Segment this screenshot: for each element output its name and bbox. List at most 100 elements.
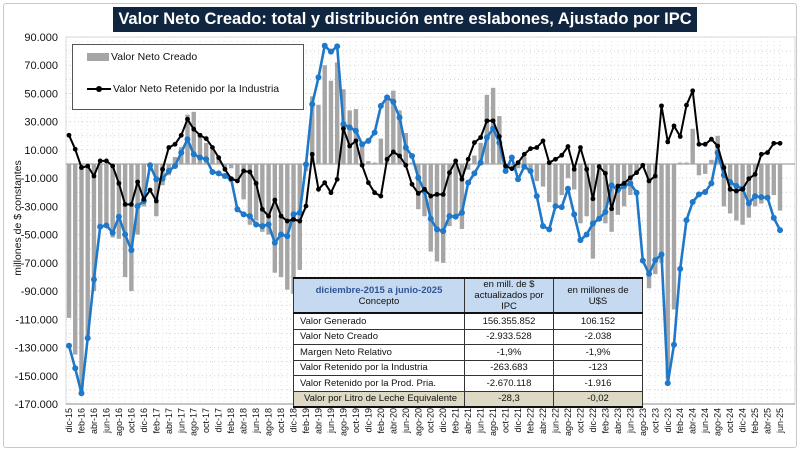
industria-point [740, 186, 745, 192]
row-usd: -1.916 [553, 375, 643, 392]
bar [328, 80, 334, 165]
blue-point [303, 161, 310, 168]
industria-point [341, 126, 346, 132]
bar [428, 164, 433, 252]
bar [434, 164, 440, 262]
x-tick-label: ago-22 [563, 408, 573, 436]
blue-point [165, 167, 172, 174]
industria-point [640, 162, 646, 168]
header-ars: en mill. de $ actualizados por IPC [464, 277, 554, 314]
row-ars: -2.933.528 [464, 328, 554, 345]
industria-point [602, 170, 608, 176]
blue-point [359, 141, 366, 148]
x-tick-label: oct-24 [725, 408, 735, 433]
bar [447, 164, 452, 227]
bar [378, 138, 384, 165]
blue-point [209, 168, 216, 175]
industria-point [472, 140, 477, 145]
blue-point [689, 199, 696, 206]
bar [709, 159, 714, 165]
x-tick-label: feb-21 [451, 408, 461, 434]
industria-point [671, 123, 677, 129]
blue-point [758, 194, 765, 201]
bar [459, 164, 465, 229]
blue-point [290, 211, 297, 218]
blue-point [433, 226, 440, 233]
y-axis-label: millones de $ constantes [12, 160, 24, 276]
blue-point [240, 211, 247, 218]
bar [278, 164, 284, 277]
industria-point [79, 165, 84, 170]
bar [634, 164, 639, 174]
legend-item-line: Valor Neto Retenido por la Industria [87, 82, 279, 96]
bar [578, 164, 583, 224]
blue-point [402, 144, 409, 151]
x-tick-label: abr-18 [239, 408, 249, 434]
blue-point [527, 167, 534, 174]
industria-point [197, 132, 203, 138]
bar [571, 164, 577, 190]
blue-point [122, 231, 129, 238]
blue-point [190, 151, 197, 158]
blue-point [440, 228, 447, 235]
industria-point [316, 186, 321, 192]
bar [746, 164, 752, 218]
bar [559, 164, 564, 196]
industria-point [178, 132, 184, 138]
blue-point [365, 137, 372, 144]
industria-point [459, 176, 465, 182]
x-tick-label: dic-19 [363, 408, 373, 433]
bar [465, 164, 471, 170]
industria-point [540, 138, 546, 144]
bar [241, 164, 246, 200]
bar [384, 96, 390, 165]
x-tick-label: jun-24 [700, 408, 710, 434]
blue-point [602, 209, 609, 216]
blue-point [409, 152, 416, 159]
industria-point [709, 136, 714, 142]
table-row: Valor por Litro de Leche Equivalente -28,… [293, 390, 643, 408]
industria-point [584, 166, 590, 172]
industria-point [752, 171, 758, 177]
bar [73, 164, 78, 355]
blue-point [521, 163, 528, 170]
chart-title: Valor Neto Creado: total y distribución … [113, 7, 697, 32]
blue-point [446, 213, 453, 220]
bar [97, 164, 103, 227]
blue-point [153, 176, 160, 183]
blue-point [278, 231, 285, 238]
blue-point [770, 214, 777, 221]
x-tick-label: abr-24 [688, 408, 698, 434]
blue-point [458, 209, 465, 216]
industria-point [721, 165, 727, 171]
industria-point [228, 176, 234, 182]
header-usd: en millones de U$S [553, 277, 643, 314]
table-row: Valor Generado 156.355.852 106.152 [293, 312, 643, 330]
legend-item-bar: Valor Neto Creado [87, 51, 197, 63]
blue-point [508, 154, 515, 161]
industria-point [490, 118, 496, 124]
x-tick-label: feb-17 [151, 408, 161, 434]
x-tick-label: feb-18 [226, 408, 236, 434]
bar [771, 164, 776, 196]
row-ars: -2.670.118 [464, 375, 554, 392]
bar [609, 164, 614, 232]
x-tick-label: jun-23 [625, 408, 635, 434]
bar [584, 164, 589, 217]
x-tick-label: abr-19 [313, 408, 323, 434]
blue-point [683, 217, 690, 224]
bar [596, 164, 602, 221]
bar [154, 164, 159, 217]
industria-point [166, 145, 172, 150]
x-tick-label: oct-19 [351, 408, 361, 433]
bar [478, 142, 483, 165]
industria-point [210, 145, 215, 150]
blue-point [670, 341, 677, 348]
x-tick-label: ago-17 [189, 408, 199, 436]
blue-point [583, 231, 590, 238]
blue-point [327, 48, 334, 55]
blue-point [677, 265, 684, 272]
x-tick-label: ago-16 [114, 408, 124, 436]
blue-point [608, 182, 615, 189]
bar [266, 164, 271, 235]
